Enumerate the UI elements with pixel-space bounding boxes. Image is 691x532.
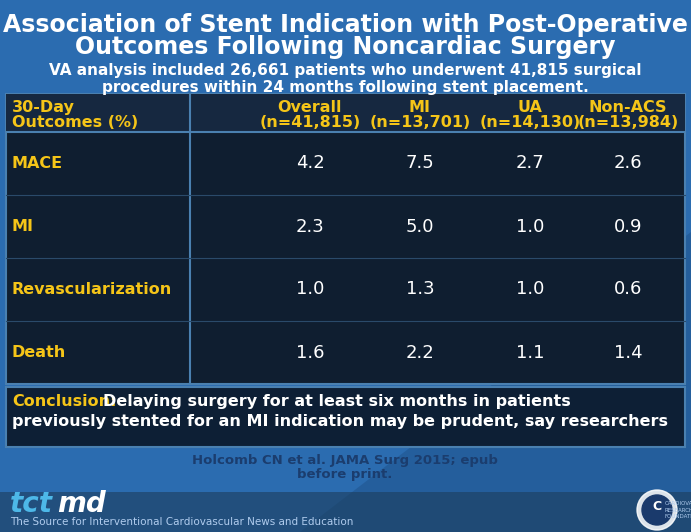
Text: CARDIOVASCULAR
RESEARCH
FOUNDATION: CARDIOVASCULAR RESEARCH FOUNDATION (665, 501, 691, 519)
Text: 30-Day: 30-Day (12, 100, 75, 115)
Bar (6, 94, 685, 132)
Text: Outcomes (%): Outcomes (%) (12, 115, 138, 130)
Text: VA analysis included 26,661 patients who underwent 41,815 surgical: VA analysis included 26,661 patients who… (49, 63, 641, 78)
Text: 1.0: 1.0 (515, 280, 545, 298)
Text: tct: tct (10, 490, 53, 518)
Text: Conclusion:: Conclusion: (12, 394, 117, 409)
Polygon shape (300, 232, 691, 532)
Text: 0.6: 0.6 (614, 280, 642, 298)
Text: 1.1: 1.1 (515, 344, 545, 362)
Bar (6, 94, 685, 384)
Bar (6, 387, 685, 447)
Text: (n=13,984): (n=13,984) (578, 115, 679, 130)
Text: 1.0: 1.0 (515, 218, 545, 236)
Text: md: md (57, 490, 106, 518)
Text: (n=41,815): (n=41,815) (259, 115, 361, 130)
Text: Delaying surgery for at least six months in patients: Delaying surgery for at least six months… (103, 394, 571, 409)
Text: 2.2: 2.2 (406, 344, 435, 362)
Text: (n=14,130): (n=14,130) (480, 115, 580, 130)
Text: 0.9: 0.9 (614, 218, 642, 236)
Circle shape (637, 490, 677, 530)
Text: Revascularization: Revascularization (12, 282, 172, 297)
Text: Death: Death (12, 345, 66, 360)
Text: Overall: Overall (278, 100, 342, 115)
Text: Non-ACS: Non-ACS (589, 100, 668, 115)
Circle shape (642, 495, 672, 525)
Text: 2.7: 2.7 (515, 154, 545, 172)
Text: MACE: MACE (12, 156, 63, 171)
Text: before print.: before print. (297, 468, 392, 481)
Text: Outcomes Following Noncardiac Surgery: Outcomes Following Noncardiac Surgery (75, 35, 615, 59)
Text: procedures within 24 months following stent placement.: procedures within 24 months following st… (102, 80, 588, 95)
Text: 4.2: 4.2 (296, 154, 324, 172)
Text: 1.6: 1.6 (296, 344, 324, 362)
Bar (0, 492, 691, 532)
Text: MI: MI (409, 100, 431, 115)
Text: 1.3: 1.3 (406, 280, 435, 298)
Text: 7.5: 7.5 (406, 154, 435, 172)
Text: 1.4: 1.4 (614, 344, 643, 362)
Text: Holcomb CN et al. JAMA Surg 2015; epub: Holcomb CN et al. JAMA Surg 2015; epub (192, 454, 498, 467)
Text: 5.0: 5.0 (406, 218, 434, 236)
Text: UA: UA (518, 100, 542, 115)
Text: C: C (652, 501, 661, 513)
Text: Association of Stent Indication with Post-Operative: Association of Stent Indication with Pos… (3, 13, 688, 37)
Text: previously stented for an MI indication may be prudent, say researchers: previously stented for an MI indication … (12, 414, 668, 429)
Text: 2.6: 2.6 (614, 154, 643, 172)
Text: 2.3: 2.3 (296, 218, 324, 236)
Text: (n=13,701): (n=13,701) (370, 115, 471, 130)
Text: 1.0: 1.0 (296, 280, 324, 298)
Text: The Source for Interventional Cardiovascular News and Education: The Source for Interventional Cardiovasc… (10, 517, 353, 527)
Text: MI: MI (12, 219, 34, 234)
